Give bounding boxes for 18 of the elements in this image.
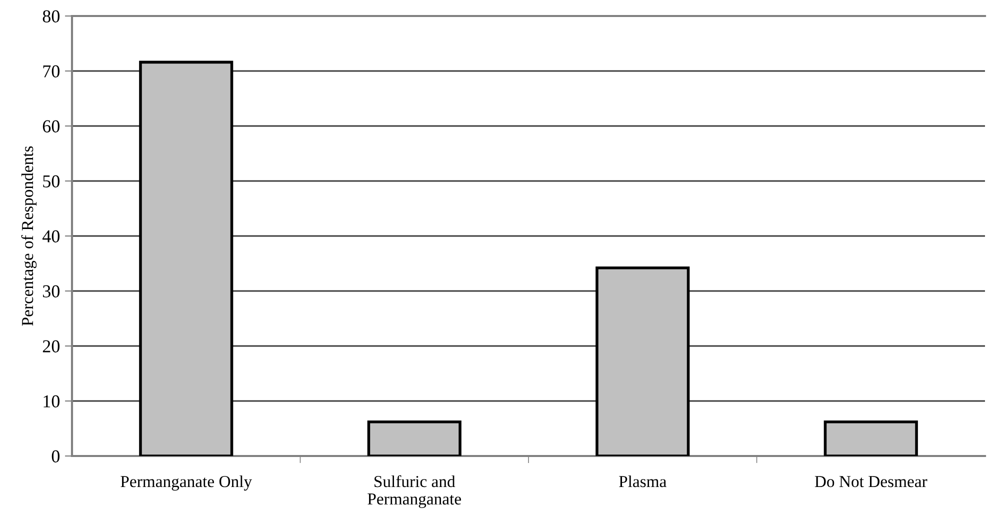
bar (824, 420, 918, 456)
y-tick-label: 20 (42, 340, 60, 352)
x-tick-label: Plasma (619, 475, 666, 488)
bar (367, 420, 462, 456)
x-tick-label: Permanganate Only (120, 475, 252, 491)
bar (139, 60, 234, 456)
y-tick-label: 40 (42, 230, 60, 242)
y-tick-label: 60 (42, 120, 60, 132)
y-tick-label: 10 (44, 395, 60, 408)
y-tick-label: 70 (43, 65, 60, 78)
y-axis-title: Percentage of Respondents (21, 146, 37, 326)
y-tick-label: 0 (52, 450, 60, 462)
x-tick-label: Do Not Desmear (814, 476, 928, 488)
y-tick-label: 30 (43, 285, 60, 298)
bar (596, 266, 690, 456)
y-tick-label: 50 (43, 175, 60, 188)
y-tick-label: 80 (42, 10, 60, 22)
x-tick-label: Sulfuric and Permanganate (368, 475, 461, 508)
